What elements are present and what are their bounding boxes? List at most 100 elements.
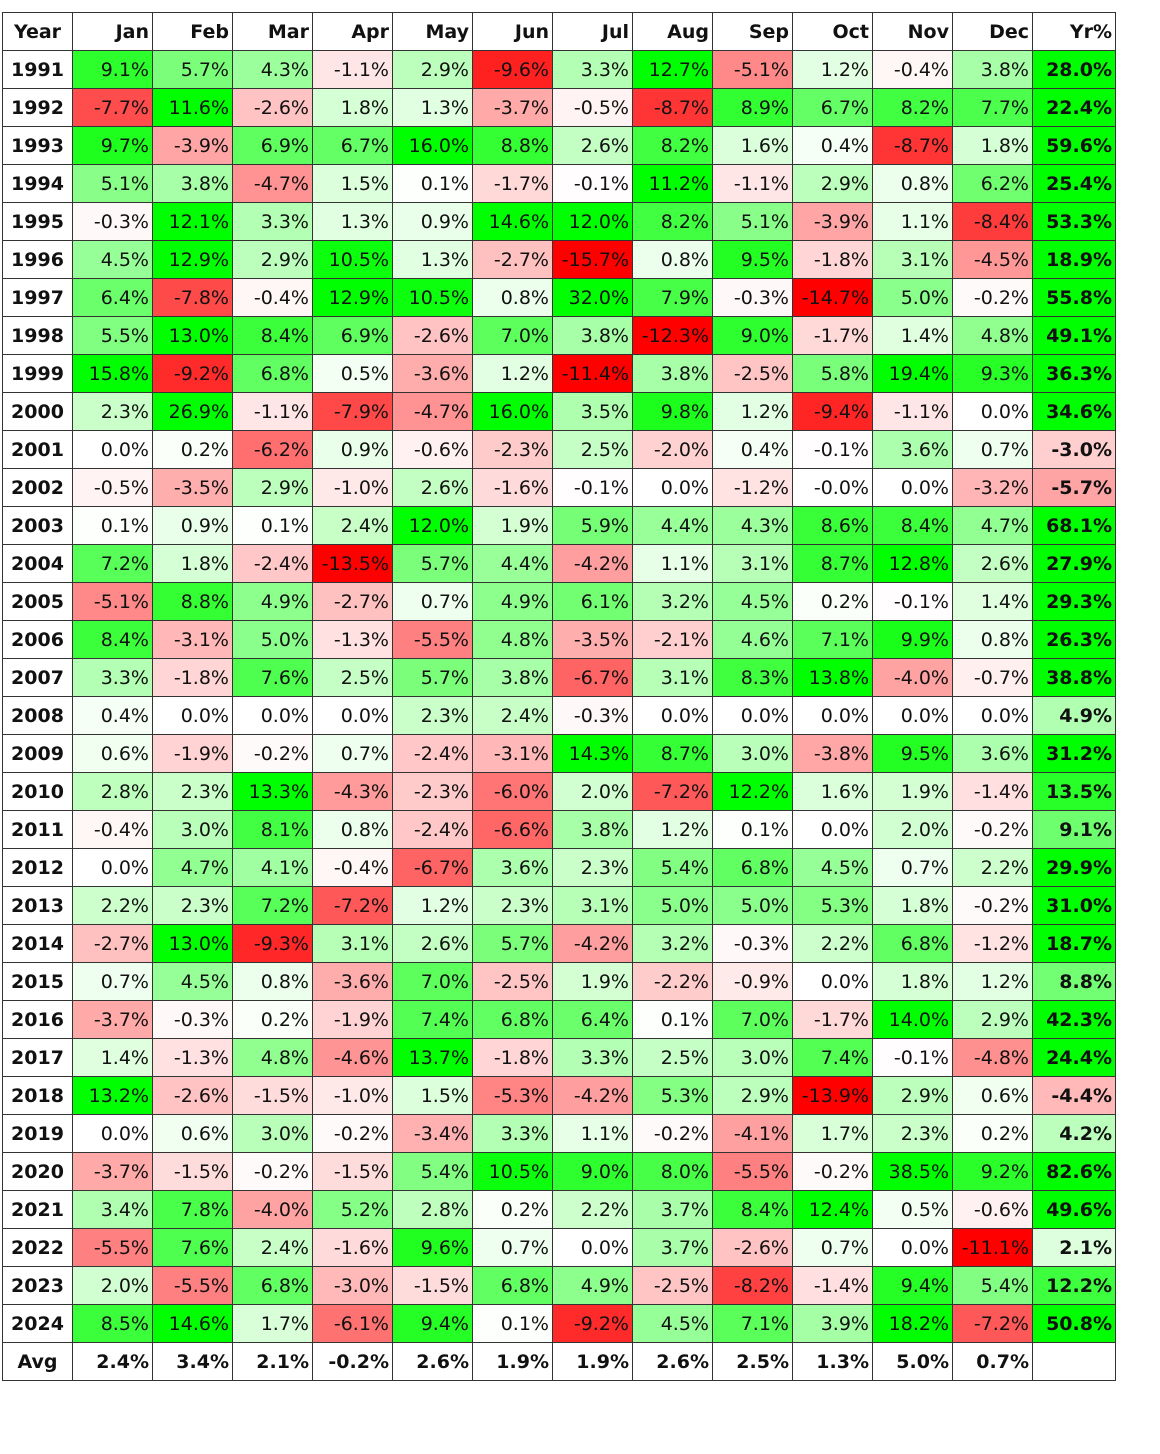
monthly-return-cell: 0.8% [632, 240, 713, 279]
monthly-return-cell: -11.4% [552, 354, 633, 393]
monthly-return-cell: 8.4% [712, 1190, 793, 1229]
monthly-return-cell: -9.2% [152, 354, 233, 393]
monthly-return-cell: 3.3% [472, 1114, 553, 1153]
monthly-return-cell: 0.0% [72, 430, 153, 469]
monthly-return-cell: 8.2% [632, 202, 713, 241]
monthly-return-cell: -4.7% [392, 392, 473, 431]
monthly-return-cell: 0.0% [952, 696, 1033, 735]
table-row: 2013 2.2% 2.3% 7.2% -7.2% 1.2% 2.3% 3.1% 5.0% 5.0… [2, 886, 1116, 925]
monthly-return-cell: 2.9% [872, 1076, 953, 1115]
monthly-return-cell: 3.8% [632, 354, 713, 393]
monthly-return-cell: 10.5% [312, 240, 393, 279]
monthly-return-cell: -0.4% [232, 278, 313, 317]
monthly-return-cell: 2.3% [392, 696, 473, 735]
monthly-return-cell: 4.5% [712, 582, 793, 621]
yearly-return-cell: 4.9% [1032, 696, 1116, 735]
monthly-return-cell: -2.2% [632, 962, 713, 1001]
monthly-return-cell: 1.4% [952, 582, 1033, 621]
monthly-return-cell: -1.1% [232, 392, 313, 431]
monthly-return-cell: 13.2% [72, 1076, 153, 1115]
monthly-return-cell: 6.9% [312, 316, 393, 355]
monthly-return-cell: 1.5% [312, 164, 393, 203]
monthly-return-cell: 4.4% [472, 544, 553, 583]
monthly-return-cell: 9.9% [872, 620, 953, 659]
monthly-return-cell: -8.7% [872, 126, 953, 165]
monthly-return-cell: 4.8% [472, 620, 553, 659]
monthly-return-cell: 2.5% [632, 1038, 713, 1077]
monthly-return-cell: 0.0% [872, 1228, 953, 1267]
monthly-return-cell: 6.1% [552, 582, 633, 621]
average-value-cell: 2.4% [72, 1342, 153, 1381]
yearly-return-cell: 34.6% [1032, 392, 1116, 431]
monthly-return-cell: 5.2% [312, 1190, 393, 1229]
year-label: 1997 [2, 278, 73, 317]
yearly-return-cell: 26.3% [1032, 620, 1116, 659]
monthly-return-cell: -5.5% [72, 1228, 153, 1267]
monthly-return-cell: -3.9% [152, 126, 233, 165]
monthly-return-cell: 4.6% [712, 620, 793, 659]
monthly-return-cell: -13.9% [792, 1076, 873, 1115]
monthly-return-cell: 0.2% [952, 1114, 1033, 1153]
monthly-return-cell: -1.5% [312, 1152, 393, 1191]
monthly-return-cell: 0.8% [232, 962, 313, 1001]
monthly-return-cell: 16.0% [392, 126, 473, 165]
monthly-return-cell: -1.1% [712, 164, 793, 203]
average-value-cell: 5.0% [872, 1342, 953, 1381]
year-label: 2011 [2, 810, 73, 849]
monthly-return-cell: 1.4% [72, 1038, 153, 1077]
monthly-return-cell: -1.5% [152, 1152, 233, 1191]
yearly-return-cell: -4.4% [1032, 1076, 1116, 1115]
monthly-return-cell: 12.8% [872, 544, 953, 583]
monthly-return-cell: -3.6% [312, 962, 393, 1001]
monthly-return-cell: 0.1% [472, 1304, 553, 1343]
monthly-return-cell: -4.2% [552, 924, 633, 963]
monthly-return-cell: 18.2% [872, 1304, 953, 1343]
monthly-return-cell: 1.2% [952, 962, 1033, 1001]
table-row: 2014 -2.7% 13.0% -9.3% 3.1% 2.6% 5.7% -4.2% 3.2%… [2, 924, 1116, 963]
monthly-return-cell: 1.8% [872, 886, 953, 925]
monthly-return-cell: 8.0% [632, 1152, 713, 1191]
table-row: 1993 9.7% -3.9% 6.9% 6.7% 16.0% 8.8% 2.6% 8.2% 1.… [2, 126, 1116, 165]
average-value-cell: 2.5% [712, 1342, 793, 1381]
monthly-return-cell: 0.0% [72, 1114, 153, 1153]
yearly-return-cell: 59.6% [1032, 126, 1116, 165]
monthly-return-cell: 7.2% [72, 544, 153, 583]
year-label: 1998 [2, 316, 73, 355]
monthly-return-cell: -7.2% [312, 886, 393, 925]
monthly-return-cell: 8.5% [72, 1304, 153, 1343]
monthly-return-cell: 7.6% [152, 1228, 233, 1267]
monthly-return-cell: 26.9% [152, 392, 233, 431]
table-row: 2002 -0.5% -3.5% 2.9% -1.0% 2.6% -1.6% -0.1% 0.0… [2, 468, 1116, 507]
monthly-return-cell: 0.9% [312, 430, 393, 469]
monthly-return-cell: 3.0% [152, 810, 233, 849]
monthly-return-cell: -2.4% [392, 734, 473, 773]
header-row: Year Jan Feb Mar Apr May Jun Jul Aug Sep Oct Nov Dec… [2, 12, 1116, 51]
monthly-return-cell: -0.6% [952, 1190, 1033, 1229]
average-value-cell: 2.1% [232, 1342, 313, 1381]
monthly-return-cell: 1.3% [312, 202, 393, 241]
table-row: 2022 -5.5% 7.6% 2.4% -1.6% 9.6% 0.7% 0.0% 3.7% -2… [2, 1228, 1116, 1267]
monthly-return-cell: 5.3% [632, 1076, 713, 1115]
yearly-return-cell: 8.8% [1032, 962, 1116, 1001]
average-value-cell: 0.7% [952, 1342, 1033, 1381]
monthly-return-cell: 6.8% [872, 924, 953, 963]
monthly-return-cell: 0.1% [72, 506, 153, 545]
monthly-return-cell: 7.8% [152, 1190, 233, 1229]
monthly-return-cell: 4.3% [232, 50, 313, 89]
monthly-return-cell: -1.7% [792, 316, 873, 355]
monthly-return-cell: 4.8% [952, 316, 1033, 355]
monthly-return-cell: -0.5% [552, 88, 633, 127]
monthly-return-cell: -0.4% [872, 50, 953, 89]
column-header-feb: Feb [152, 12, 233, 51]
monthly-return-cell: 0.1% [392, 164, 473, 203]
yearly-return-cell: 18.9% [1032, 240, 1116, 279]
yearly-return-cell: 22.4% [1032, 88, 1116, 127]
monthly-return-cell: 3.6% [952, 734, 1033, 773]
monthly-return-cell: 0.0% [312, 696, 393, 735]
monthly-return-cell: 4.9% [552, 1266, 633, 1305]
monthly-return-cell: -1.7% [472, 164, 553, 203]
monthly-return-cell: 0.0% [952, 392, 1033, 431]
monthly-return-cell: -0.2% [952, 886, 1033, 925]
monthly-return-cell: 3.1% [872, 240, 953, 279]
monthly-return-cell: -7.7% [72, 88, 153, 127]
